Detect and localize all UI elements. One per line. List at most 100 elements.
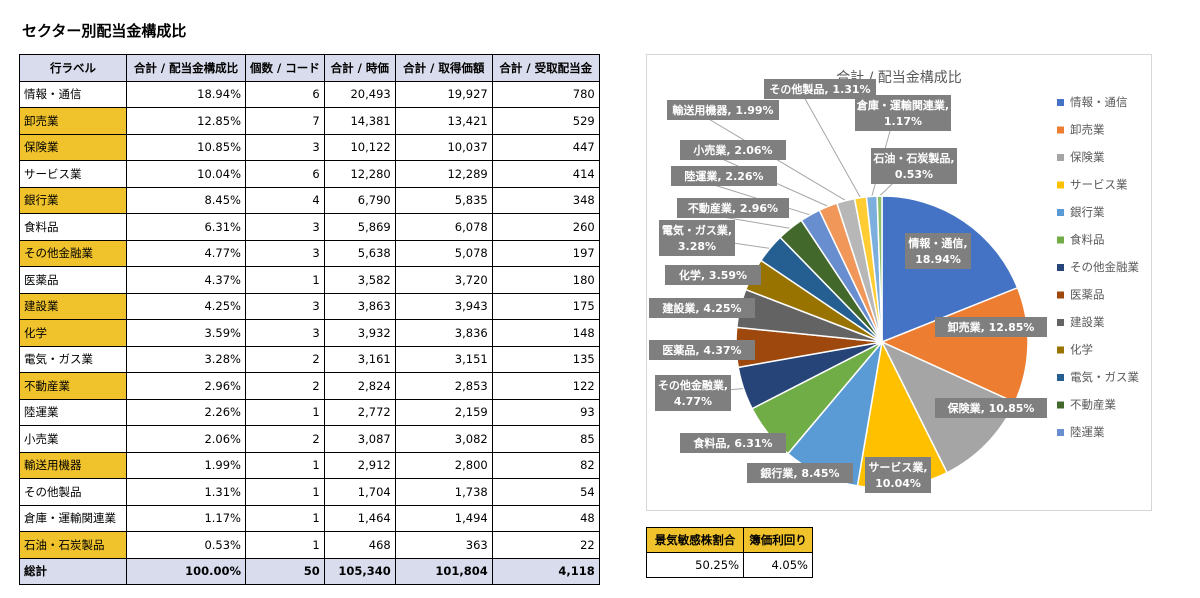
pivot-table: 行ラベル 合計 / 配当金構成比 個数 / コード 合計 / 時価 合計 / 取… — [19, 54, 600, 585]
table-row[interactable]: 倉庫・運輸関連業 1.17% 1 1,464 1,494 48 — [19, 504, 600, 532]
kpi-yield-value[interactable]: 4.05% — [743, 552, 813, 578]
svg-text:18.94%: 18.94% — [915, 253, 961, 266]
header-dividend[interactable]: 合計 / 受取配当金 — [491, 54, 600, 82]
legend-item[interactable]: その他金融業 — [1057, 260, 1139, 274]
pie-slice-2[interactable] — [880, 286, 1029, 404]
legend-label: 化学 — [1070, 343, 1093, 357]
legend-item[interactable]: 医薬品 — [1057, 288, 1105, 302]
cell-market: 3,161 — [323, 345, 396, 373]
cell-label: 化学 — [19, 319, 127, 347]
cell-cost: 3,836 — [394, 319, 493, 347]
cell-count: 1 — [245, 478, 325, 506]
legend-swatch — [1057, 264, 1064, 271]
table-row[interactable]: 不動産業 2.96% 2 2,824 2,853 122 — [19, 372, 600, 400]
cell-count: 3 — [245, 133, 325, 161]
cell-market: 20,493 — [323, 80, 396, 108]
cell-ratio: 10.85% — [126, 133, 246, 161]
legend-item[interactable]: 陸運業 — [1057, 425, 1105, 439]
table-row[interactable]: サービス業 10.04% 6 12,280 12,289 414 — [19, 160, 600, 188]
kpi-yield-header: 簿価利回り — [743, 527, 813, 553]
legend-swatch — [1057, 126, 1064, 134]
table-row[interactable]: 医薬品 4.37% 1 3,582 3,720 180 — [19, 266, 600, 294]
legend-item[interactable]: 銀行業 — [1057, 205, 1105, 219]
header-count[interactable]: 個数 / コード — [245, 54, 325, 82]
table-row[interactable]: 小売業 2.06% 2 3,087 3,082 85 — [19, 425, 600, 453]
cell-label: 不動産業 — [19, 372, 127, 400]
cell-dividend: 180 — [491, 266, 600, 294]
pie-chart-svg: 情報・通信, 18.94% 卸売業, 12.85% 保険業, 10.85% サービス業,… — [649, 79, 1139, 493]
legend-item[interactable]: 不動産業 — [1057, 398, 1116, 412]
legend-item[interactable]: 食料品 — [1057, 233, 1105, 247]
header-market-value[interactable]: 合計 / 時価 — [323, 54, 396, 82]
table-row[interactable]: 食料品 6.31% 3 5,869 6,078 260 — [19, 213, 600, 241]
table-row[interactable]: 化学 3.59% 3 3,932 3,836 148 — [19, 319, 600, 347]
cell-ratio: 8.45% — [126, 186, 246, 214]
svg-text:建設業, 4.25%: 建設業, 4.25% — [662, 301, 741, 315]
svg-text:その他金融業,: その他金融業, — [658, 378, 728, 392]
leader-line — [803, 96, 861, 198]
total-count: 50 — [245, 557, 325, 585]
cell-label: 情報・通信 — [19, 80, 127, 108]
header-cost[interactable]: 合計 / 取得価額 — [394, 54, 493, 82]
table-row[interactable]: 銀行業 8.45% 4 6,790 5,835 348 — [19, 186, 600, 214]
cell-dividend: 348 — [491, 186, 600, 214]
data-label-6: 食料品, 6.31% — [680, 433, 786, 453]
cell-ratio: 10.04% — [126, 160, 246, 188]
table-total-row[interactable]: 総計 100.00% 50 105,340 101,804 4,118 — [19, 557, 600, 585]
cell-market: 3,087 — [323, 425, 396, 453]
table-row[interactable]: 情報・通信 18.94% 6 20,493 19,927 780 — [19, 80, 600, 108]
cell-dividend: 529 — [491, 107, 600, 135]
table-row[interactable]: その他製品 1.31% 1 1,704 1,738 54 — [19, 478, 600, 506]
legend-item[interactable]: サービス業 — [1057, 178, 1128, 192]
svg-text:不動産業, 2.96%: 不動産業, 2.96% — [688, 201, 778, 215]
svg-text:輸送用機器, 1.99%: 輸送用機器, 1.99% — [672, 103, 773, 117]
pie-slice-18[interactable] — [876, 195, 883, 343]
total-label: 総計 — [19, 557, 127, 585]
cell-cost: 19,927 — [394, 80, 493, 108]
leader-line — [716, 215, 791, 229]
legend-swatch — [1057, 429, 1064, 436]
data-label-11: 電気・ガス業, 3.28% — [659, 220, 735, 256]
cell-count: 4 — [245, 186, 325, 214]
table-row[interactable]: 建設業 4.25% 3 3,863 3,943 175 — [19, 292, 600, 320]
header-row-label[interactable]: 行ラベル — [19, 54, 127, 82]
kpi-cyclical-value[interactable]: 50.25% — [646, 552, 744, 578]
cell-market: 6,790 — [323, 186, 396, 214]
cell-label: その他金融業 — [19, 239, 127, 267]
cell-ratio: 1.31% — [126, 478, 246, 506]
legend-label: 保険業 — [1070, 150, 1105, 164]
cell-label: 医薬品 — [19, 266, 127, 294]
cell-label: サービス業 — [19, 160, 127, 188]
cell-ratio: 0.53% — [126, 531, 246, 559]
legend-item[interactable]: 卸売業 — [1057, 123, 1105, 137]
svg-text:電気・ガス業,: 電気・ガス業, — [662, 223, 732, 237]
cell-dividend: 93 — [491, 398, 600, 426]
legend-item[interactable]: 保険業 — [1057, 150, 1105, 164]
legend-item[interactable]: 電気・ガス業 — [1057, 370, 1139, 384]
page-title: セクター別配当金構成比 — [22, 22, 187, 40]
pie-chart[interactable]: 合計 / 配当金構成比 情報・通信, 18.94% 卸売業, 12.85% 保険業, … — [646, 54, 1152, 511]
legend-item[interactable]: 情報・通信 — [1057, 95, 1128, 109]
svg-text:情報・通信,: 情報・通信, — [908, 236, 967, 250]
table-row[interactable]: 電気・ガス業 3.28% 2 3,161 3,151 135 — [19, 345, 600, 373]
table-row[interactable]: 石油・石炭製品 0.53% 1 468 363 22 — [19, 531, 600, 559]
table-row[interactable]: 輸送用機器 1.99% 1 2,912 2,800 82 — [19, 451, 600, 479]
data-label-12: 不動産業, 2.96% — [677, 198, 789, 218]
legend-label: 医薬品 — [1070, 288, 1105, 302]
table-row[interactable]: 保険業 10.85% 3 10,122 10,037 447 — [19, 133, 600, 161]
legend-item[interactable]: 化学 — [1057, 343, 1093, 357]
cell-count: 1 — [245, 451, 325, 479]
legend-item[interactable]: 建設業 — [1057, 315, 1105, 329]
legend-label: 電気・ガス業 — [1070, 370, 1139, 384]
table-row[interactable]: 卸売業 12.85% 7 14,381 13,421 529 — [19, 107, 600, 135]
cell-dividend: 122 — [491, 372, 600, 400]
table-row[interactable]: 陸運業 2.26% 1 2,772 2,159 93 — [19, 398, 600, 426]
total-cost: 101,804 — [394, 557, 493, 585]
svg-text:0.53%: 0.53% — [895, 168, 933, 181]
data-label-14: 小売業, 2.06% — [680, 140, 786, 160]
header-dividend-ratio[interactable]: 合計 / 配当金構成比 — [126, 54, 246, 82]
cell-market: 5,638 — [323, 239, 396, 267]
table-row[interactable]: その他金融業 4.77% 3 5,638 5,078 197 — [19, 239, 600, 267]
cell-cost: 5,078 — [394, 239, 493, 267]
cell-cost: 363 — [394, 531, 493, 559]
